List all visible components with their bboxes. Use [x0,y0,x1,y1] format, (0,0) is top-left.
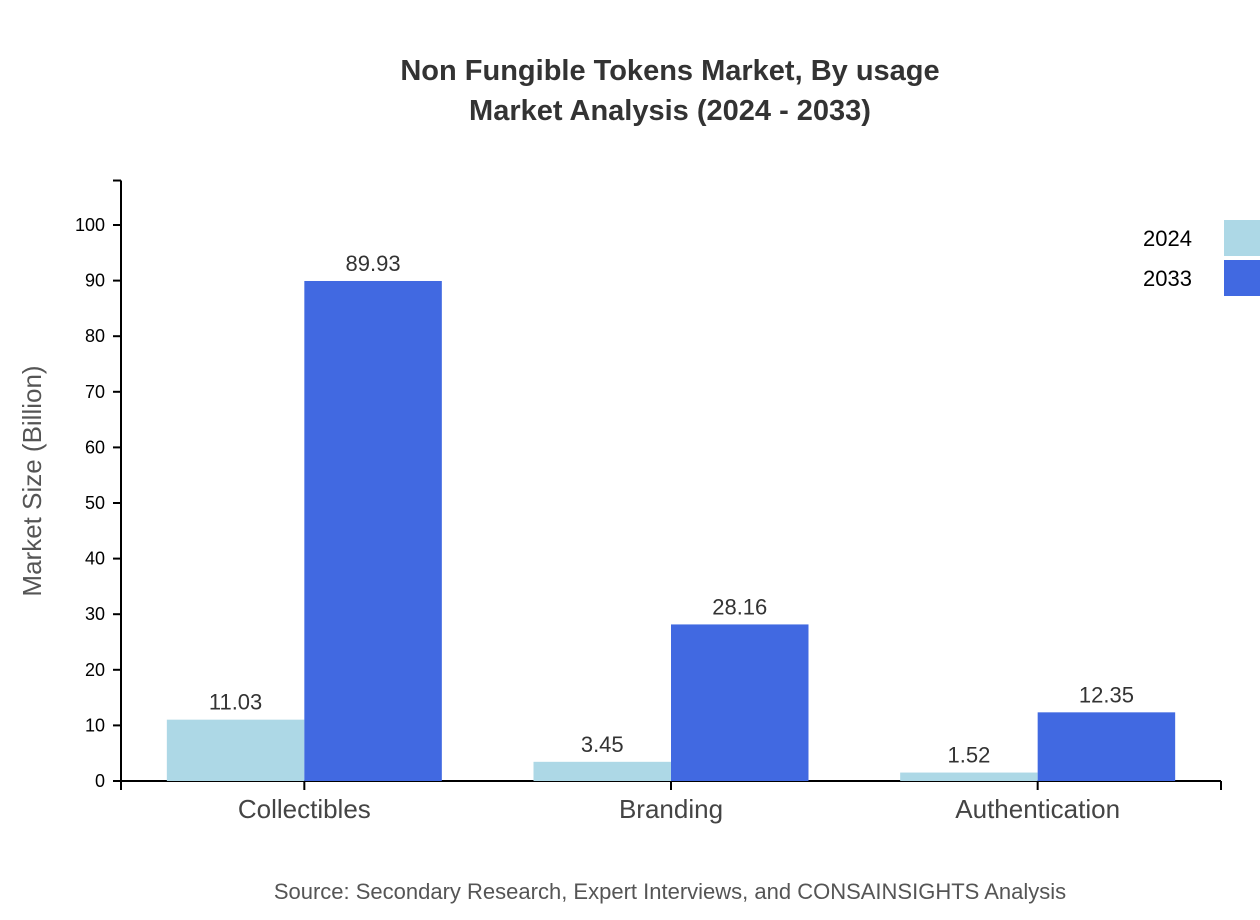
y-tick-label: 90 [85,271,105,291]
y-tick-label: 100 [75,215,105,235]
bars: 11.03 89.93 3.45 28.16 1.52 12.35 [166,251,1176,781]
y-tick-label: 40 [85,549,105,569]
y-tick-label: 0 [95,771,105,791]
data-label: 89.93 [346,251,401,276]
y-axis-label: Market Size (Billion) [17,365,47,596]
x-tick-label: Authentication [955,794,1120,824]
y-tick-label: 70 [85,382,105,402]
data-label: 12.35 [1079,682,1134,707]
y-tick-label: 60 [85,437,105,457]
legend-swatch-2024 [1224,220,1260,256]
legend-label: 2024 [1143,226,1192,251]
y-tick-label: 50 [85,493,105,513]
data-label: 3.45 [581,732,624,757]
x-tick-label: Collectibles [238,794,371,824]
y-axis: 0 10 20 30 40 50 60 70 80 90 100 [75,179,122,791]
x-axis: Collectibles Branding Authentication [120,780,1222,824]
legend-label: 2033 [1143,266,1192,291]
bar-2024-authentication [900,772,1038,781]
y-tick-label: 20 [85,660,105,680]
legend: 2024 2033 [1143,220,1260,296]
data-label: 11.03 [209,690,262,715]
chart-title-line-1: Non Fungible Tokens Market, By usage [400,55,939,87]
bar-2033-branding [671,624,809,781]
bar-2033-collectibles [304,280,442,781]
y-tick-label: 80 [85,326,105,346]
bar-2024-collectibles [166,719,305,781]
bar-2033-authentication [1037,712,1176,781]
legend-swatch-2033 [1224,260,1260,296]
bar-2024-branding [533,761,671,781]
x-tick-label: Branding [619,794,723,824]
source-note: Source: Secondary Research, Expert Inter… [274,879,1066,904]
y-tick-label: 10 [85,715,105,735]
y-tick-label: 30 [85,604,105,624]
data-label: 28.16 [712,594,767,619]
chart-title-line-2: Market Analysis (2024 - 2033) [469,95,871,127]
data-label: 1.52 [948,743,991,768]
